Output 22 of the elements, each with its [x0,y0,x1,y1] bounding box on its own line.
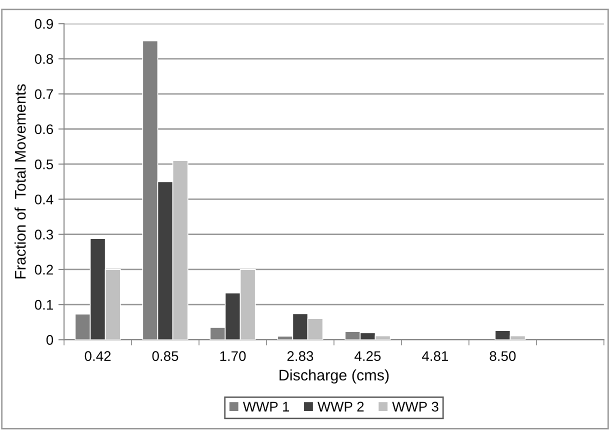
x-axis-title: Discharge (cms) [280,369,389,384]
x-tick-label: 8.50 [490,351,516,362]
legend-label: WWP 1 [242,402,290,412]
y-tick-label: 0.9 [34,18,53,29]
y-tick-label: 0.7 [34,89,53,100]
y-tick-label: 0.2 [34,264,53,275]
x-tick-label: 4.25 [354,351,381,362]
y-tick-label: 0.8 [34,54,54,64]
y-tick-label: 0.4 [34,194,54,204]
y-tick-label: 0 [46,335,54,345]
x-tick-label: 2.83 [287,351,314,362]
y-tick-label: 0.1 [34,300,53,310]
x-tick-label: 0.85 [152,351,178,362]
legend-label: WWP 2 [318,402,364,412]
x-tick-label: 1.70 [220,351,246,362]
y-tick-label: 0.3 [34,230,54,240]
y-tick-label: 0.5 [34,159,54,170]
x-tick-label: 0.42 [84,351,111,362]
legend-label: WWP 3 [392,402,438,412]
y-tick-label: 0.6 [34,124,54,134]
y-axis-title: Fraction of Total Movements [14,84,26,278]
x-tick-label: 4.81 [422,351,448,362]
